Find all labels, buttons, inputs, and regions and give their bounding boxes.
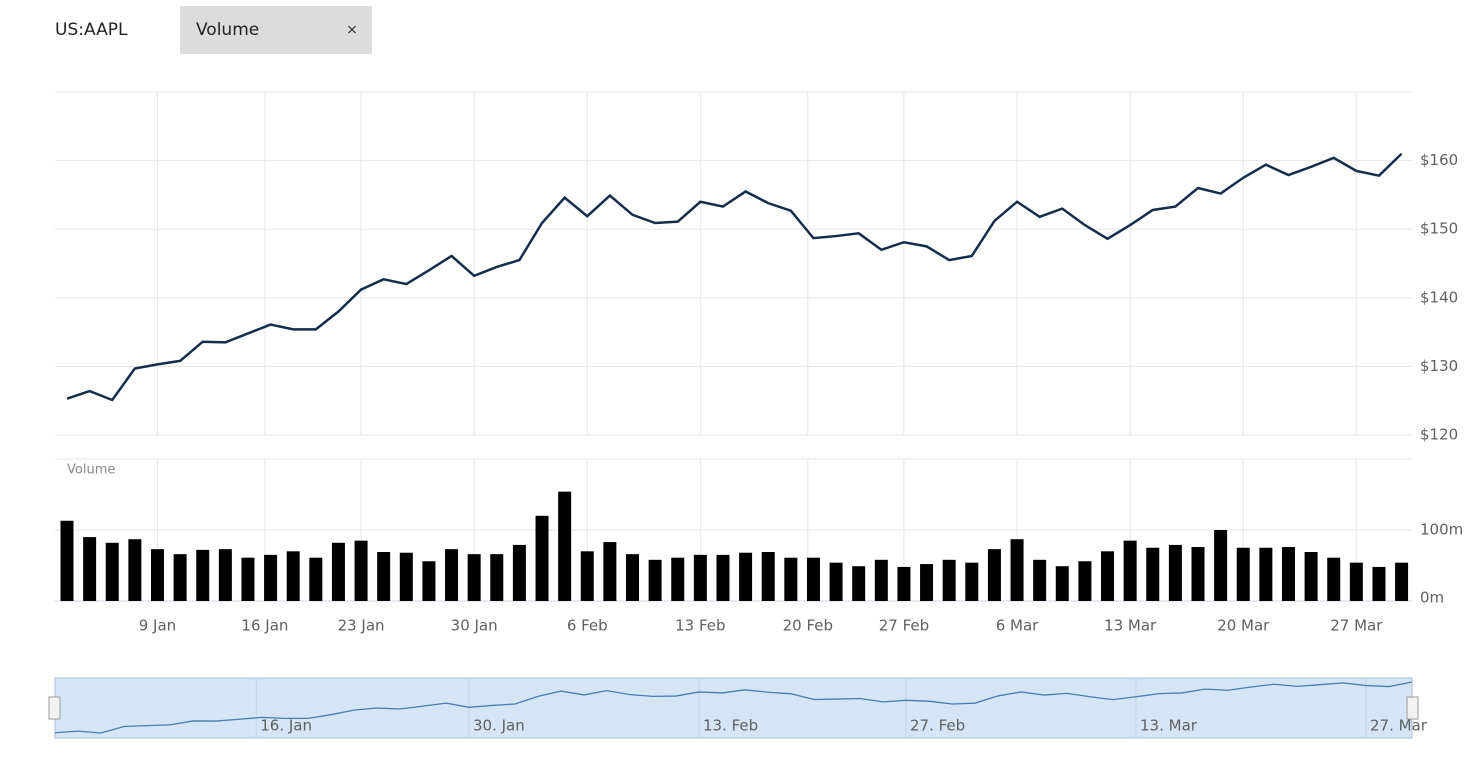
volume-bar <box>739 552 753 601</box>
volume-bar <box>603 542 617 601</box>
volume-bar <box>965 562 979 601</box>
x-tick-label: 23 Jan <box>338 617 385 635</box>
volume-bar <box>422 561 436 601</box>
volume-bar <box>128 539 142 601</box>
volume-bar <box>399 552 413 601</box>
volume-bar <box>535 515 549 601</box>
volume-bar <box>1055 566 1069 601</box>
y-tick-label: 100m <box>1420 521 1463 539</box>
volume-bar <box>196 549 210 601</box>
volume-bar <box>467 554 481 601</box>
x-tick-label: 6 Feb <box>567 617 608 635</box>
volume-bar <box>173 554 187 601</box>
x-tick-label: 13 Mar <box>1104 617 1157 635</box>
navigator-tick-label: 30. Jan <box>473 717 525 735</box>
volume-bar <box>1078 561 1092 601</box>
y-tick-label: $160 <box>1420 151 1458 169</box>
y-tick-label: $120 <box>1420 426 1458 444</box>
volume-bar <box>286 551 300 601</box>
x-tick-label: 20 Mar <box>1217 617 1270 635</box>
navigator-tick-label: 27. Feb <box>910 717 965 735</box>
volume-bar <box>874 559 888 601</box>
volume-bar <box>512 544 526 601</box>
volume-bar <box>897 566 911 601</box>
y-tick-label: 0m <box>1420 589 1444 607</box>
indicator-label: Volume <box>196 20 259 40</box>
volume-bar <box>1168 544 1182 601</box>
navigator-handle[interactable] <box>1406 696 1419 720</box>
volume-bar <box>331 542 345 601</box>
volume-bar <box>761 552 775 601</box>
volume-bar <box>1372 566 1386 601</box>
volume-bar <box>218 549 232 601</box>
y-tick-label: $130 <box>1420 357 1458 375</box>
volume-bar <box>1033 559 1047 601</box>
volume-bar <box>445 549 459 601</box>
volume-bar <box>1395 562 1409 601</box>
volume-bar <box>1191 547 1205 601</box>
x-tick-label: 27 Feb <box>879 617 929 635</box>
volume-bar <box>60 520 74 601</box>
volume-bar <box>83 537 97 601</box>
y-tick-label: $140 <box>1420 288 1458 306</box>
navigator-tick-label: 13. Feb <box>703 717 758 735</box>
volume-bar <box>987 549 1001 601</box>
volume-bar <box>150 549 164 601</box>
indicator-close[interactable]: × <box>346 22 358 38</box>
volume-bar <box>1327 557 1341 601</box>
x-tick-label: 13 Feb <box>675 617 725 635</box>
volume-bar <box>716 554 730 601</box>
volume-bar <box>105 542 119 601</box>
volume-bar <box>1010 539 1024 601</box>
y-tick-label: $150 <box>1420 220 1458 238</box>
navigator-tick-label: 27. Mar <box>1370 717 1428 735</box>
volume-bar <box>264 554 278 601</box>
x-tick-label: 16 Jan <box>241 617 288 635</box>
volume-bar <box>671 557 685 601</box>
volume-bar <box>309 557 323 601</box>
volume-bar <box>852 566 866 601</box>
price-line <box>66 152 1403 402</box>
volume-bar <box>1236 547 1250 601</box>
volume-bar <box>626 554 639 601</box>
volume-bar <box>806 557 820 601</box>
volume-bar <box>377 552 391 601</box>
volume-bar <box>1304 552 1318 601</box>
volume-bar <box>693 554 707 601</box>
x-tick-label: 6 Mar <box>996 617 1039 635</box>
navigator-tick-label: 16. Jan <box>260 717 312 735</box>
volume-bar <box>580 551 594 601</box>
x-tick-label: 20 Feb <box>783 617 833 635</box>
volume-bar <box>1123 540 1137 601</box>
navigator-window[interactable] <box>54 677 1413 739</box>
volume-bar <box>920 564 934 601</box>
x-tick-label: 30 Jan <box>451 617 498 635</box>
navigator-line <box>54 681 1413 734</box>
volume-bar <box>1349 562 1363 601</box>
volume-bar <box>1146 547 1160 601</box>
volume-bar <box>1259 547 1273 601</box>
volume-bar <box>942 559 956 601</box>
volume-bar <box>1281 547 1295 601</box>
x-tick-label: 27 Mar <box>1330 617 1383 635</box>
navigator-handle[interactable] <box>48 696 61 720</box>
volume-bar <box>558 491 572 601</box>
volume-bar <box>1214 530 1228 601</box>
volume-bar <box>490 554 504 601</box>
x-tick-label: 9 Jan <box>139 617 176 635</box>
panel-title: Volume <box>67 463 115 478</box>
volume-bar <box>829 562 843 601</box>
volume-bar <box>648 559 662 601</box>
volume-bar <box>1101 551 1115 601</box>
volume-bar <box>241 557 255 601</box>
volume-bar <box>784 557 798 601</box>
navigator-tick-label: 13. Mar <box>1140 717 1198 735</box>
symbol: US:AAPL <box>55 20 128 40</box>
volume-bar <box>354 540 368 601</box>
indicator-button[interactable] <box>180 6 372 54</box>
